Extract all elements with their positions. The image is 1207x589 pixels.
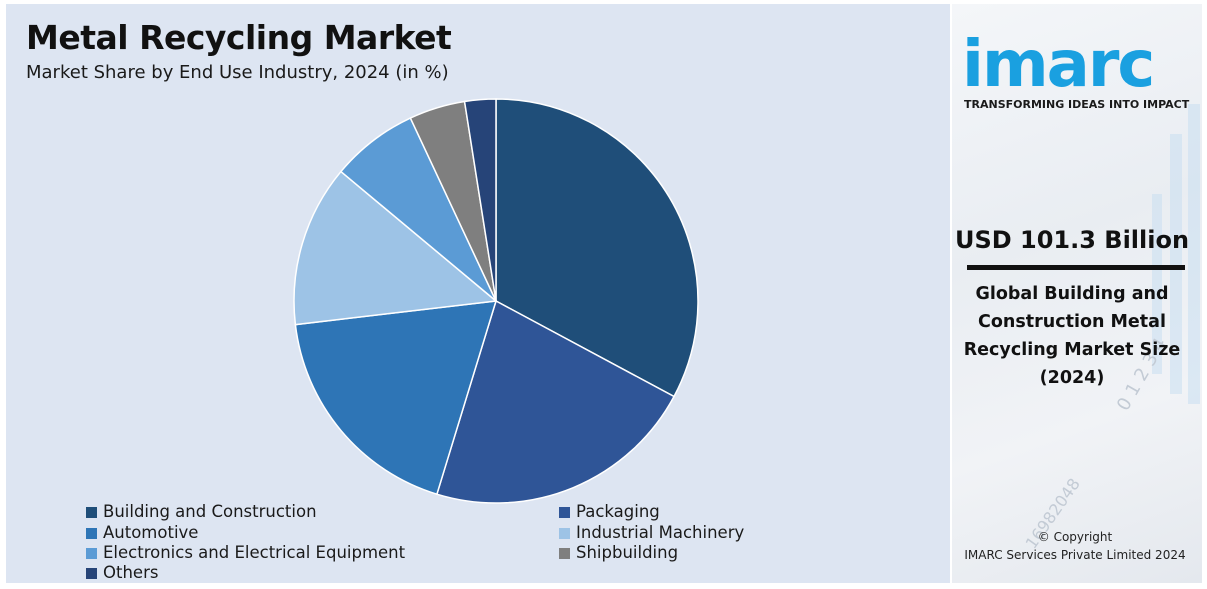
legend-label: Building and Construction — [103, 502, 317, 521]
legend-swatch — [86, 568, 97, 579]
background-bar-decoration — [1170, 134, 1182, 394]
background-bar-decoration — [1188, 104, 1200, 404]
legend-label: Others — [103, 563, 159, 582]
pie-chart — [293, 98, 699, 504]
chart-title: Metal Recycling Market — [26, 18, 452, 57]
legend-swatch — [559, 548, 570, 559]
legend-item-shipbuilding: Shipbuilding — [559, 543, 678, 563]
imarc-logo: imarc — [962, 28, 1155, 102]
copyright-line: © Copyright — [1037, 530, 1113, 544]
chart-subtitle: Market Share by End Use Industry, 2024 (… — [26, 62, 449, 83]
copyright-notice: © Copyright IMARC Services Private Limit… — [952, 528, 1198, 564]
legend-item-industrial: Industrial Machinery — [559, 523, 744, 543]
background-bar-decoration — [1152, 194, 1162, 374]
copyright-line: IMARC Services Private Limited 2024 — [964, 548, 1186, 562]
legend-label: Packaging — [576, 502, 660, 521]
legend-swatch — [86, 528, 97, 539]
market-size-description: Global Building and Construction Metal R… — [963, 284, 1181, 388]
legend-swatch — [86, 507, 97, 518]
legend-item-others: Others — [86, 563, 158, 583]
legend-item-automotive: Automotive — [86, 523, 198, 543]
legend-item-electronics: Electronics and Electrical Equipment — [86, 543, 405, 563]
pie-slice-industrial-machinery — [293, 170, 498, 326]
legend-label: Electronics and Electrical Equipment — [103, 543, 406, 562]
chart-panel: Metal Recycling Market Market Share by E… — [6, 4, 950, 583]
legend-item-building: Building and Construction — [86, 502, 317, 522]
legend-swatch — [86, 548, 97, 559]
legend-label: Shipbuilding — [576, 543, 679, 562]
legend-label: Automotive — [103, 523, 199, 542]
legend-item-packaging: Packaging — [559, 502, 660, 522]
divider — [967, 265, 1185, 270]
pie-slice-automotive — [294, 300, 498, 496]
legend-swatch — [559, 507, 570, 518]
legend-swatch — [559, 528, 570, 539]
logo-tagline: TRANSFORMING IDEAS INTO IMPACT — [964, 98, 1190, 111]
pie-slice-others — [463, 98, 497, 302]
market-size-value: USD 101.3 Billion — [954, 226, 1190, 254]
legend-label: Industrial Machinery — [576, 523, 745, 542]
pie-slice-packaging — [435, 299, 676, 504]
info-panel: 0 1 2 3 4 16982048 imarc TRANSFORMING ID… — [952, 4, 1202, 583]
pie-slice-building-and-construction — [495, 98, 699, 398]
